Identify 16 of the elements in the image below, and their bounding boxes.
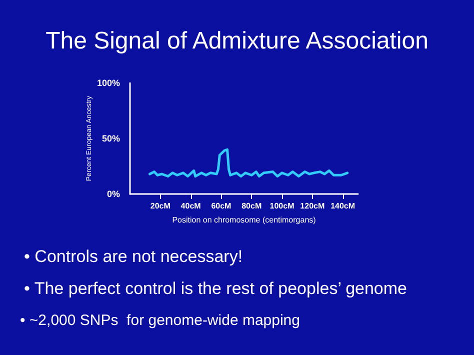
x-tick-label: 120cM — [300, 202, 325, 210]
text: • Controls are not necessary! — [24, 247, 243, 266]
text: • ~2,000 SNPs for genome-wide mapping — [20, 312, 300, 329]
x-tick-label: 40cM — [180, 202, 202, 210]
x-tick-label: 60cM — [211, 202, 232, 210]
x-tick-label: 100cM — [270, 202, 295, 210]
y-tick-label: 0% — [106, 189, 120, 199]
text: • The perfect control is the rest of peoples’ genome — [24, 279, 407, 298]
x-tick-label: 20cM — [150, 202, 171, 210]
y-tick-label: 50% — [102, 134, 120, 144]
x-tick-label: 80cM — [242, 202, 262, 210]
x-tick-label: 140cM — [330, 202, 356, 210]
y-tick-label: 100% — [96, 78, 120, 88]
line-series — [148, 148, 349, 178]
chart-title: The Signal of Admixture Association — [46, 28, 428, 54]
x-axis-title: Position on chromosome (centimorgans) — [172, 216, 316, 224]
